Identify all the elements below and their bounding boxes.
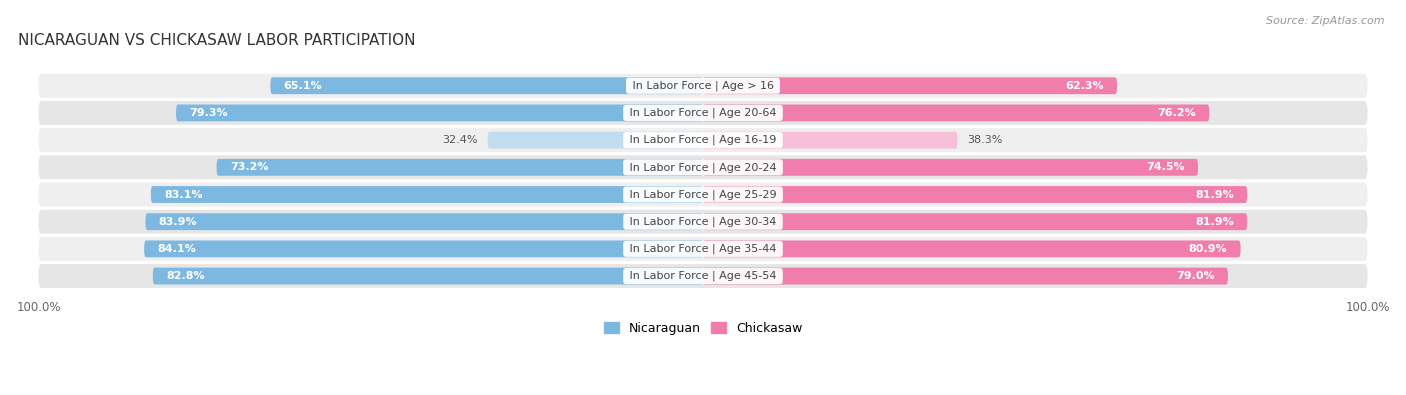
Text: 38.3%: 38.3% (967, 135, 1002, 145)
FancyBboxPatch shape (270, 77, 703, 94)
FancyBboxPatch shape (703, 105, 1209, 121)
Text: 74.5%: 74.5% (1146, 162, 1185, 172)
FancyBboxPatch shape (38, 237, 1368, 261)
Text: 83.9%: 83.9% (159, 217, 197, 227)
Text: 80.9%: 80.9% (1188, 244, 1227, 254)
FancyBboxPatch shape (703, 77, 1116, 94)
FancyBboxPatch shape (38, 128, 1368, 152)
FancyBboxPatch shape (176, 105, 703, 121)
Text: 65.1%: 65.1% (284, 81, 322, 91)
Text: 79.3%: 79.3% (190, 108, 228, 118)
FancyBboxPatch shape (38, 101, 1368, 125)
FancyBboxPatch shape (703, 159, 1198, 176)
Text: 79.0%: 79.0% (1175, 271, 1215, 281)
Text: 62.3%: 62.3% (1066, 81, 1104, 91)
Text: In Labor Force | Age 16-19: In Labor Force | Age 16-19 (626, 135, 780, 145)
FancyBboxPatch shape (38, 264, 1368, 288)
Text: In Labor Force | Age 30-34: In Labor Force | Age 30-34 (626, 216, 780, 227)
Text: In Labor Force | Age 20-24: In Labor Force | Age 20-24 (626, 162, 780, 173)
Text: NICARAGUAN VS CHICKASAW LABOR PARTICIPATION: NICARAGUAN VS CHICKASAW LABOR PARTICIPAT… (18, 33, 416, 48)
FancyBboxPatch shape (153, 268, 703, 284)
Text: 81.9%: 81.9% (1195, 217, 1234, 227)
FancyBboxPatch shape (703, 268, 1227, 284)
Text: 82.8%: 82.8% (166, 271, 205, 281)
FancyBboxPatch shape (488, 132, 703, 149)
FancyBboxPatch shape (38, 155, 1368, 179)
FancyBboxPatch shape (150, 186, 703, 203)
FancyBboxPatch shape (703, 132, 957, 149)
Text: In Labor Force | Age 25-29: In Labor Force | Age 25-29 (626, 189, 780, 200)
FancyBboxPatch shape (703, 213, 1247, 230)
FancyBboxPatch shape (703, 241, 1240, 257)
FancyBboxPatch shape (38, 182, 1368, 207)
Text: 73.2%: 73.2% (229, 162, 269, 172)
FancyBboxPatch shape (38, 74, 1368, 98)
FancyBboxPatch shape (703, 186, 1247, 203)
FancyBboxPatch shape (217, 159, 703, 176)
Text: 83.1%: 83.1% (165, 190, 202, 199)
Text: In Labor Force | Age 20-64: In Labor Force | Age 20-64 (626, 108, 780, 118)
FancyBboxPatch shape (38, 210, 1368, 234)
Text: 32.4%: 32.4% (443, 135, 478, 145)
Text: Source: ZipAtlas.com: Source: ZipAtlas.com (1267, 16, 1385, 26)
Text: In Labor Force | Age 35-44: In Labor Force | Age 35-44 (626, 244, 780, 254)
Text: In Labor Force | Age > 16: In Labor Force | Age > 16 (628, 81, 778, 91)
Legend: Nicaraguan, Chickasaw: Nicaraguan, Chickasaw (599, 317, 807, 340)
FancyBboxPatch shape (145, 241, 703, 257)
FancyBboxPatch shape (145, 213, 703, 230)
Text: 76.2%: 76.2% (1157, 108, 1197, 118)
Text: 84.1%: 84.1% (157, 244, 197, 254)
Text: In Labor Force | Age 45-54: In Labor Force | Age 45-54 (626, 271, 780, 281)
Text: 81.9%: 81.9% (1195, 190, 1234, 199)
